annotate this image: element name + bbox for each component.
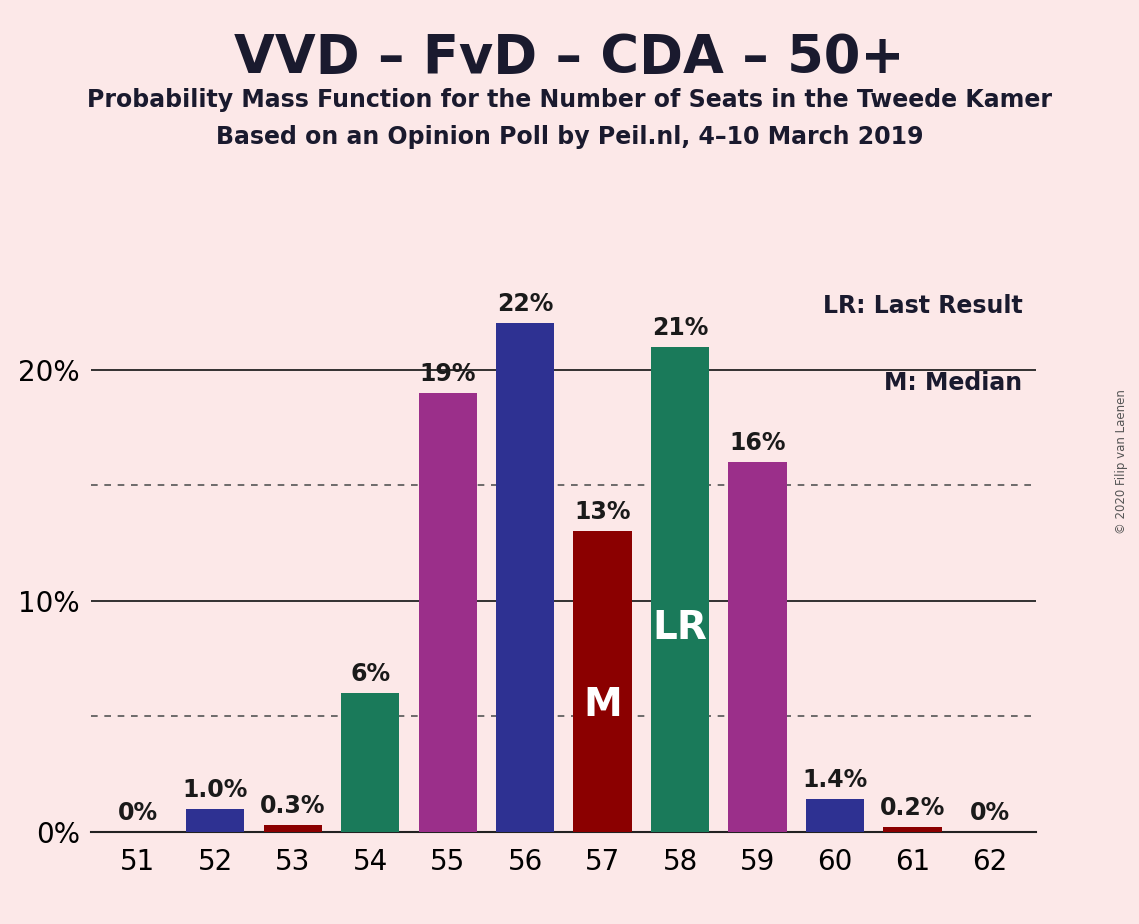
- Text: M: M: [583, 687, 622, 724]
- Bar: [729, 462, 787, 832]
- Bar: [186, 808, 244, 832]
- Text: 0.2%: 0.2%: [879, 796, 945, 821]
- Text: 0%: 0%: [117, 801, 157, 824]
- Text: LR: LR: [653, 609, 707, 647]
- Text: 22%: 22%: [497, 293, 554, 316]
- Text: 13%: 13%: [574, 501, 631, 525]
- Text: 0%: 0%: [970, 801, 1010, 824]
- Text: Probability Mass Function for the Number of Seats in the Tweede Kamer: Probability Mass Function for the Number…: [87, 88, 1052, 112]
- Text: 1.0%: 1.0%: [182, 778, 248, 801]
- Text: VVD – FvD – CDA – 50+: VVD – FvD – CDA – 50+: [235, 32, 904, 84]
- Bar: [806, 799, 865, 832]
- Bar: [341, 693, 399, 832]
- Text: 21%: 21%: [652, 316, 708, 340]
- Text: M: Median: M: Median: [884, 371, 1023, 395]
- Bar: [263, 824, 321, 832]
- Bar: [884, 827, 942, 832]
- Bar: [495, 323, 554, 832]
- Text: 16%: 16%: [729, 432, 786, 456]
- Text: 6%: 6%: [350, 663, 391, 686]
- Bar: [652, 346, 710, 832]
- Text: © 2020 Filip van Laenen: © 2020 Filip van Laenen: [1115, 390, 1129, 534]
- Bar: [574, 531, 632, 832]
- Text: 19%: 19%: [419, 362, 476, 386]
- Text: LR: Last Result: LR: Last Result: [822, 294, 1023, 318]
- Text: 1.4%: 1.4%: [802, 769, 868, 792]
- Text: Based on an Opinion Poll by Peil.nl, 4–10 March 2019: Based on an Opinion Poll by Peil.nl, 4–1…: [215, 125, 924, 149]
- Bar: [418, 393, 476, 832]
- Text: 0.3%: 0.3%: [260, 794, 326, 818]
